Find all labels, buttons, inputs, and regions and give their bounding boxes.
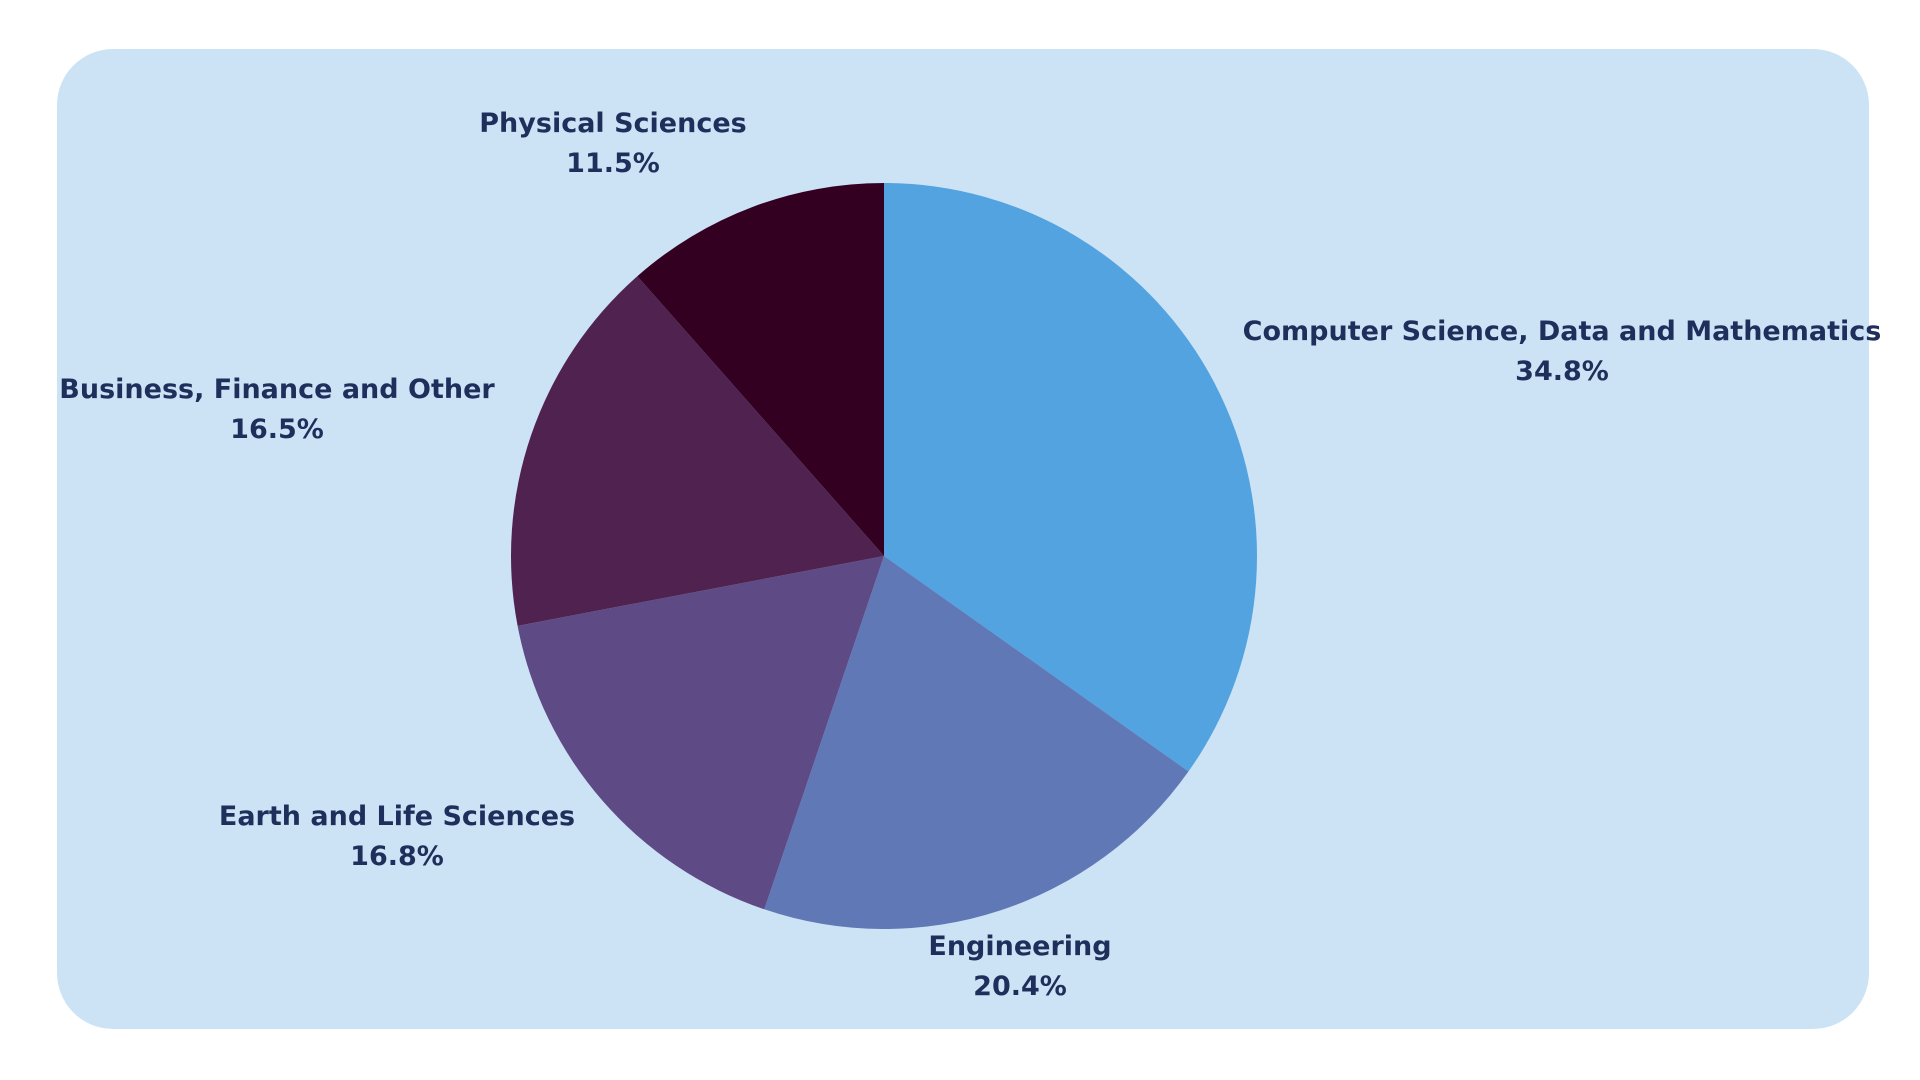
slice-label-name: Computer Science, Data and Mathematics	[1242, 316, 1882, 347]
slice-label-name: Business, Finance and Other	[59, 374, 495, 405]
slice-label-name: Earth and Life Sciences	[218, 801, 576, 832]
slice-label-percent: 16.5%	[230, 414, 324, 445]
slice-label: Business, Finance and Other 16.5%	[59, 370, 494, 450]
slice-label: Physical Sciences 11.5%	[479, 104, 746, 184]
slice-label-percent: 16.8%	[350, 841, 444, 872]
slice-label-percent: 11.5%	[566, 148, 660, 179]
pie-slice	[637, 183, 884, 556]
slice-label: Computer Science, Data and Mathematics 34…	[1243, 312, 1882, 392]
slice-label-name: Engineering	[928, 931, 1112, 962]
slice-label: Engineering 20.4%	[928, 927, 1111, 1007]
pie-slice	[764, 556, 1189, 929]
slice-label-percent: 34.8%	[1515, 356, 1609, 387]
slice-label-percent: 20.4%	[973, 971, 1067, 1002]
pie-slice	[884, 183, 1257, 772]
pie-slice	[511, 276, 884, 626]
pie-slice	[517, 556, 884, 910]
slice-label: Earth and Life Sciences 16.8%	[219, 797, 575, 877]
slice-label-name: Physical Sciences	[479, 108, 747, 139]
